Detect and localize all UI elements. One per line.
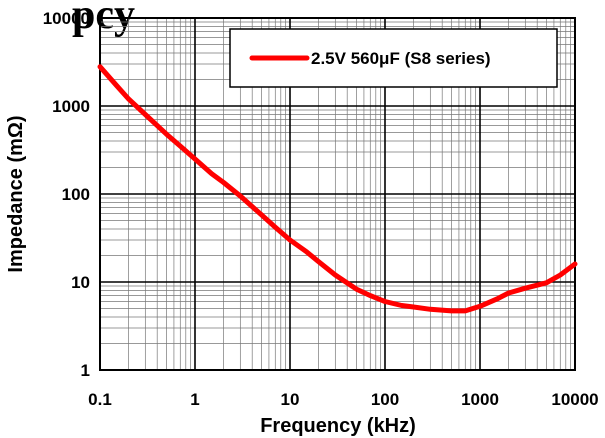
x-tick-label: 10000 [551, 390, 598, 409]
x-axis-title: Frequency (kHz) [260, 415, 416, 437]
series-line-0 [97, 64, 578, 314]
x-tick-label: 1 [190, 390, 199, 409]
y-tick-labels: 1 10 100 1000 10000 [43, 9, 90, 380]
y-tick-label: 10 [71, 273, 90, 292]
y-tick-label: 1 [81, 361, 90, 380]
plot-frame [99, 17, 576, 371]
x-tick-label: 0.1 [88, 390, 112, 409]
y-tick-label: 1000 [52, 97, 90, 116]
x-tick-label: 100 [371, 390, 399, 409]
series-layer [97, 64, 578, 314]
y-tick-label: 10000 [43, 9, 90, 28]
y-tick-label: 100 [62, 185, 90, 204]
y-axis-title: Impedance (mΩ) [5, 115, 27, 272]
x-tick-label: 10 [281, 390, 300, 409]
x-tick-label: 1000 [461, 390, 499, 409]
legend: 2.5V 560μF (S8 series) [229, 28, 558, 88]
x-tick-labels: 0.1 1 10 100 1000 10000 [88, 390, 598, 409]
legend-label: 2.5V 560μF (S8 series) [311, 49, 491, 68]
